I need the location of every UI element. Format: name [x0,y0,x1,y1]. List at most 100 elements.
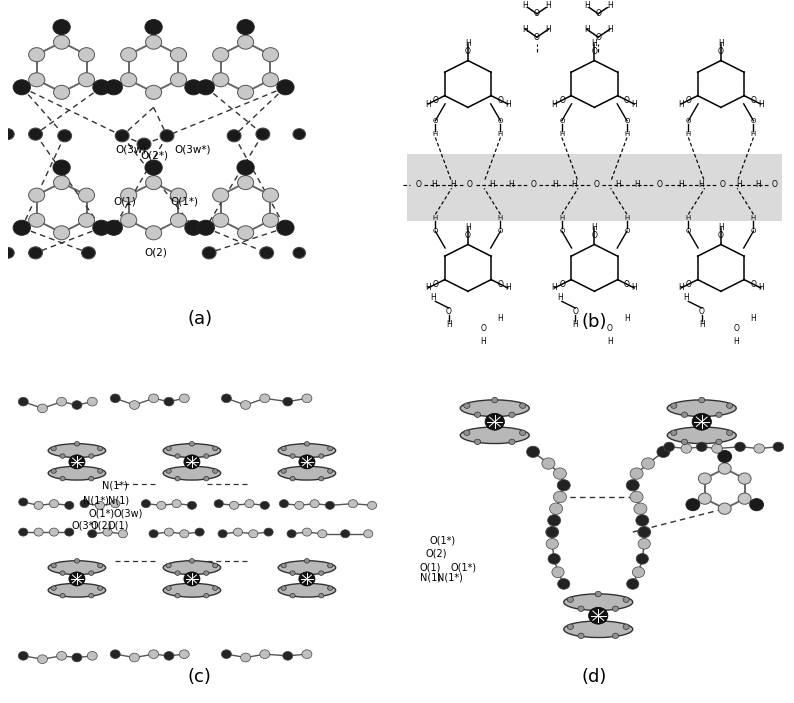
Text: H: H [425,100,431,108]
Circle shape [263,188,279,202]
Circle shape [87,652,97,660]
Text: O: O [720,181,726,189]
Text: O: O [593,181,599,189]
Circle shape [519,403,526,408]
Circle shape [195,528,204,536]
Text: O: O [686,228,691,234]
Circle shape [197,220,214,236]
Circle shape [626,579,639,589]
Circle shape [89,593,94,598]
Text: O: O [433,228,438,234]
Text: O(1): O(1) [420,562,441,572]
Text: H: H [505,100,511,108]
Text: O: O [718,231,724,240]
Circle shape [56,652,67,660]
Circle shape [110,650,120,659]
Text: O(3*): O(3*) [71,520,98,530]
Circle shape [491,397,498,403]
Circle shape [213,72,229,86]
Ellipse shape [278,561,336,574]
Circle shape [716,439,722,444]
Circle shape [474,439,480,444]
Ellipse shape [48,444,106,458]
Text: H: H [480,337,486,346]
Circle shape [87,397,97,406]
Text: H: H [755,181,761,189]
Circle shape [229,501,239,510]
Text: O: O [559,96,565,105]
Text: O: O [623,280,630,289]
Circle shape [145,226,162,240]
Text: H: H [508,181,514,189]
Circle shape [129,653,140,662]
Text: O: O [433,117,438,124]
Circle shape [546,527,558,538]
Text: H: H [679,181,684,189]
Circle shape [204,593,209,598]
Circle shape [299,572,315,586]
Circle shape [187,501,197,510]
Circle shape [145,35,162,49]
Circle shape [636,515,649,526]
Ellipse shape [278,583,336,597]
Circle shape [318,454,324,458]
Circle shape [318,593,324,598]
Circle shape [281,563,287,568]
Circle shape [295,501,304,510]
Circle shape [72,653,82,662]
Circle shape [553,491,566,503]
Circle shape [137,138,151,150]
Circle shape [56,397,67,406]
Circle shape [287,530,296,538]
Circle shape [53,226,70,240]
Circle shape [328,469,333,473]
Circle shape [642,458,654,469]
Circle shape [172,500,181,508]
Circle shape [171,213,187,227]
Text: H: H [624,214,630,221]
Circle shape [72,401,82,409]
Circle shape [638,527,650,538]
Circle shape [64,501,74,510]
Text: O: O [433,96,438,105]
Text: O: O [718,47,724,56]
Text: O(1): O(1) [114,196,137,206]
Text: H: H [552,283,557,292]
Ellipse shape [564,594,633,610]
Circle shape [588,607,608,624]
Circle shape [175,571,180,575]
Circle shape [326,501,334,510]
Circle shape [491,425,498,430]
Text: O: O [592,231,597,240]
Text: O: O [559,228,565,234]
Circle shape [632,567,645,578]
Circle shape [175,593,180,598]
Circle shape [121,188,137,202]
Text: H: H [553,181,558,189]
Circle shape [53,35,70,49]
Circle shape [681,444,692,453]
Circle shape [18,652,29,660]
Text: H: H [489,181,495,189]
Circle shape [328,563,333,568]
Circle shape [145,176,162,190]
Text: H: H [545,25,551,34]
Circle shape [51,586,56,591]
Text: O(1*): O(1*) [88,509,114,519]
Text: O: O [699,307,704,316]
Circle shape [93,220,110,236]
Circle shape [164,528,174,536]
Text: O: O [623,96,630,105]
Ellipse shape [278,444,336,458]
Circle shape [19,528,28,536]
Circle shape [213,48,229,62]
Circle shape [118,530,128,538]
Text: H: H [446,321,452,329]
Text: O(2*): O(2*) [141,151,168,161]
Circle shape [213,213,229,227]
Circle shape [69,572,85,586]
Ellipse shape [48,466,106,480]
Circle shape [612,606,619,612]
Text: O(2): O(2) [144,248,167,258]
Ellipse shape [164,561,221,574]
